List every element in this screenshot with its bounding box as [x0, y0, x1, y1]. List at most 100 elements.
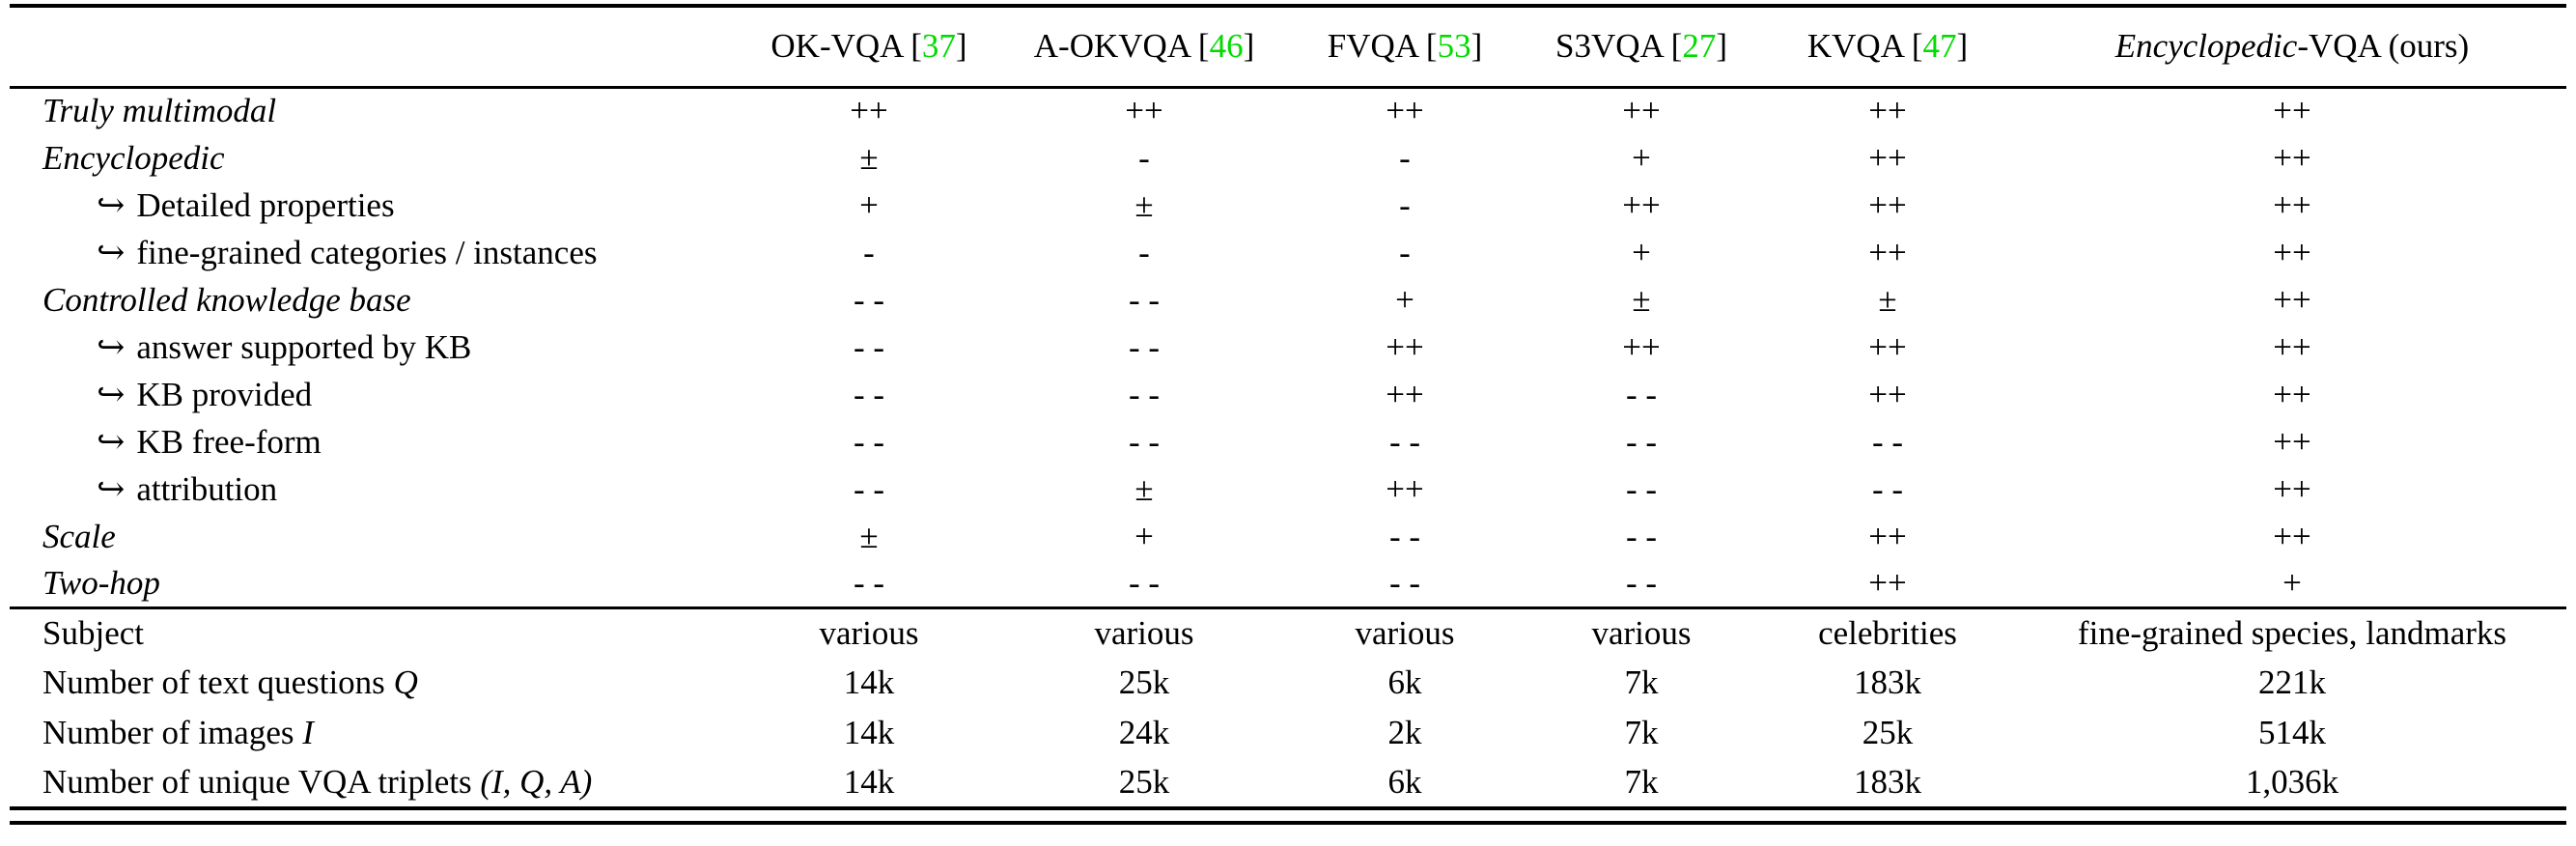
stat-value-cell: 6k: [1387, 663, 1422, 701]
stat-value-cell: 2k: [1387, 714, 1422, 751]
feature-row-label-text: KB free-form: [136, 422, 322, 461]
feature-row: Encyclopedic ± - - + ++ ++: [10, 134, 2566, 182]
feature-value-cell: - -: [1625, 517, 1658, 555]
feature-value-cell: ++: [2273, 185, 2311, 224]
feature-value-cell: ±: [1878, 280, 1897, 319]
feature-row-label-text: Controlled knowledge base: [42, 280, 411, 319]
feature-row-label-text: Encyclopedic: [42, 138, 225, 177]
feature-value-cell: - -: [1871, 422, 1904, 461]
feature-value-cell: +: [2282, 563, 2302, 602]
feature-row-label: ↪ KB provided: [10, 371, 734, 418]
feature-value-cell: - -: [853, 327, 885, 366]
feature-value-cell: ++: [850, 92, 888, 130]
feature-value-cell: - -: [1128, 375, 1161, 413]
stat-row-label: Number of unique VQA triplets (I, Q, A): [10, 758, 734, 808]
feature-row: Two-hop - -- -- -- - ++ +: [10, 560, 2566, 607]
feature-row: ↪ KB free-form - - - - - - - - - - ++: [10, 418, 2566, 465]
stat-value-cell: 14k: [843, 663, 895, 701]
feature-row: Controlled knowledge base - - - - + ± ± ++: [10, 276, 2566, 324]
feature-row-label-text: Scale: [42, 517, 116, 555]
citation-bracket-close: ]: [1956, 27, 1969, 66]
stat-value-cell: 7k: [1624, 663, 1659, 701]
feature-row-label-text: attribution: [136, 469, 278, 508]
stat-row: Subject various various various various celeb…: [10, 607, 2566, 658]
feature-value-cell: - -: [1128, 280, 1161, 319]
feature-value-cell: ++: [1868, 92, 1907, 130]
feature-value-cell: - -: [1625, 563, 1658, 602]
stat-row-label: Subject: [10, 607, 734, 658]
citation-bracket-open: [: [1911, 27, 1923, 66]
paper-table-page: OK-VQA [37] A-OKVQA [46] FVQA [53] S3VQA [2…: [10, 4, 2566, 825]
feature-value-cell: ++: [1386, 469, 1424, 508]
feature-value-cell: - -: [1625, 375, 1658, 413]
feature-value-cell: ++: [1386, 327, 1424, 366]
bottom-rule: [10, 821, 2566, 825]
stat-value-cell: 14k: [843, 763, 895, 801]
feature-row-label: ↪ fine-grained categories / instances: [10, 229, 734, 276]
hook-arrow-icon: ↪: [97, 185, 126, 224]
feature-value-cell: ++: [1386, 92, 1424, 130]
feature-value-cell: ++: [1868, 375, 1907, 413]
dataset-name: -VQA (ours): [2297, 27, 2470, 66]
citation-bracket-close: ]: [1470, 27, 1483, 66]
column-header: Encyclopedic-VQA (ours): [2018, 6, 2566, 87]
citation-bracket-close: ]: [1243, 27, 1255, 66]
feature-value-cell: -: [1399, 233, 1411, 271]
math-symbol: Q: [393, 663, 418, 701]
feature-value-cell: -: [1399, 185, 1411, 224]
feature-row-label-text: KB provided: [136, 375, 313, 413]
citation-bracket-close: ]: [1716, 27, 1727, 66]
feature-row: ↪ attribution - - ± ++ - - - - ++: [10, 465, 2566, 513]
feature-value-cell: +: [1632, 138, 1651, 177]
dataset-name: S3VQA: [1555, 27, 1663, 66]
column-header: A-OKVQA [46]: [1004, 6, 1284, 87]
hook-arrow-icon: ↪: [97, 233, 126, 271]
column-header: OK-VQA [37]: [734, 6, 1004, 87]
feature-value-cell: - -: [1128, 422, 1161, 461]
feature-row-label: Controlled knowledge base: [10, 276, 734, 324]
feature-row: ↪ KB provided - - - - ++ - - ++ ++: [10, 371, 2566, 418]
feature-value-cell: ±: [1134, 469, 1154, 508]
feature-row: Scale ± + - - - - ++ ++: [10, 513, 2566, 560]
citation-bracket-open: [: [910, 27, 922, 66]
feature-row-label: ↪ KB free-form: [10, 418, 734, 465]
stat-row-label-text: Subject: [42, 613, 144, 652]
feature-value-cell: +: [1134, 517, 1154, 555]
feature-value-cell: ++: [1622, 92, 1661, 130]
dataset-comparison-table: OK-VQA [37] A-OKVQA [46] FVQA [53] S3VQA [2…: [10, 4, 2566, 810]
hook-arrow-icon: ↪: [97, 422, 126, 461]
feature-value-cell: ++: [1868, 563, 1907, 602]
stat-row: Number of images I 14k 24k 2k 7k 25k 514k: [10, 708, 2566, 758]
citation-bracket-open: [: [1670, 27, 1683, 66]
citation-number: 27: [1682, 27, 1717, 66]
table-header: OK-VQA [37] A-OKVQA [46] FVQA [53] S3VQA [2…: [10, 6, 2566, 87]
citation-number: 53: [1437, 27, 1471, 66]
feature-value-cell: ±: [1134, 185, 1154, 224]
feature-value-cell: -: [1138, 233, 1150, 271]
stat-value-cell: various: [819, 613, 919, 652]
stat-row-label: Number of text questions Q: [10, 658, 734, 708]
feature-row-label: ↪ attribution: [10, 465, 734, 513]
feature-section: Truly multimodal ++ ++ ++ ++ ++ ++ Encyclopedic…: [10, 87, 2566, 607]
feature-value-cell: ++: [1868, 233, 1907, 271]
feature-value-cell: ++: [2273, 138, 2311, 177]
feature-value-cell: ++: [1125, 92, 1163, 130]
feature-value-cell: ++: [2273, 469, 2311, 508]
feature-value-cell: ++: [1868, 517, 1907, 555]
stat-value-cell: 514k: [2258, 714, 2326, 751]
feature-value-cell: ±: [859, 138, 879, 177]
stat-value-cell: 25k: [1118, 763, 1170, 801]
hook-arrow-icon: ↪: [97, 375, 126, 413]
math-symbol: I: [302, 714, 314, 751]
feature-value-cell: ±: [1632, 280, 1651, 319]
stat-row: Number of unique VQA triplets (I, Q, A) 1…: [10, 758, 2566, 808]
corner-cell: [10, 6, 734, 87]
feature-value-cell: - -: [1388, 422, 1421, 461]
feature-row-label-text: fine-grained categories / instances: [136, 233, 598, 271]
citation-number: 46: [1209, 27, 1244, 66]
feature-row: ↪ Detailed properties + ± - ++ ++ ++: [10, 182, 2566, 229]
feature-value-cell: - -: [853, 469, 885, 508]
feature-value-cell: - -: [1388, 517, 1421, 555]
stat-row-label: Number of images I: [10, 708, 734, 758]
feature-value-cell: - -: [1625, 422, 1658, 461]
